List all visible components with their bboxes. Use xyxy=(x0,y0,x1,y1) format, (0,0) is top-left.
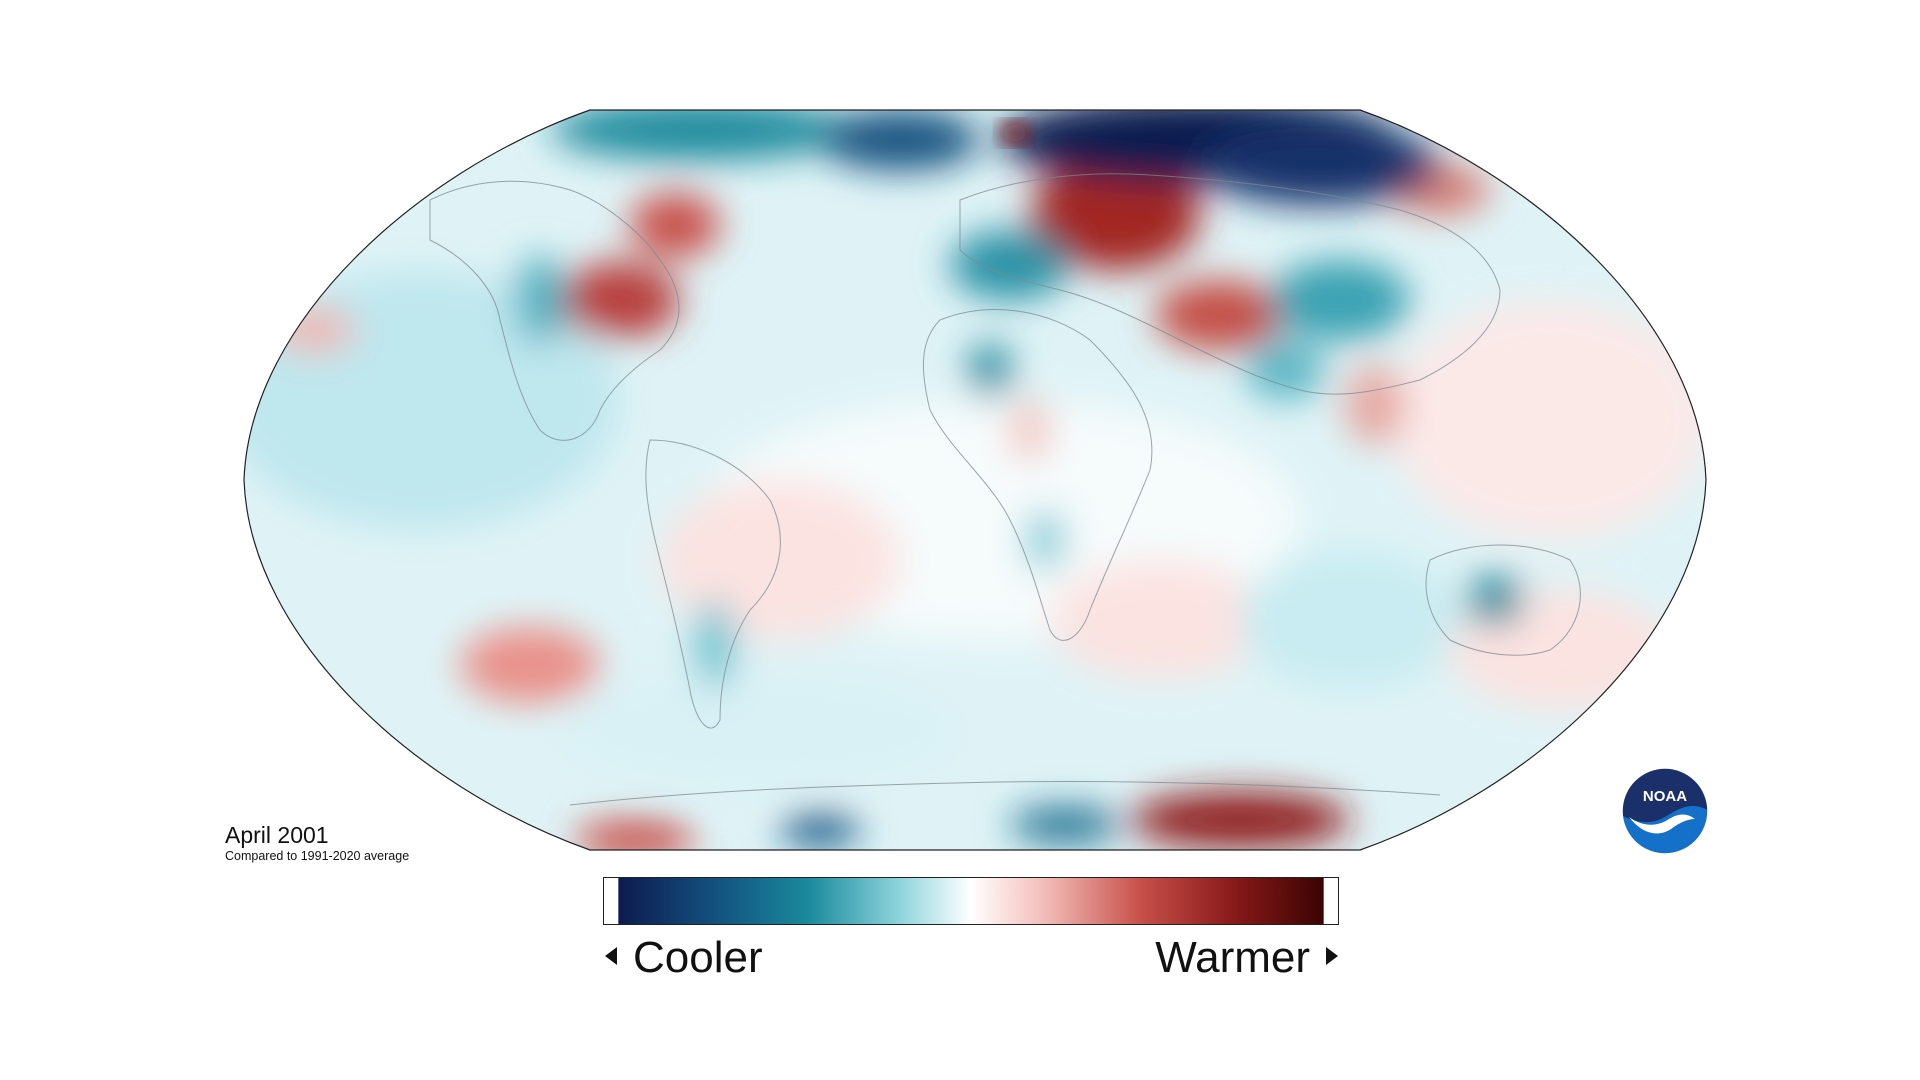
map-caption-baseline: Compared to 1991-2020 average xyxy=(225,849,410,863)
cooler-label: Cooler xyxy=(605,930,763,986)
noaa-logo-text: NOAA xyxy=(1643,788,1687,805)
coastlines xyxy=(429,173,1581,806)
map-caption-date: April 2001 xyxy=(225,822,329,848)
anomaly-field xyxy=(244,110,1706,850)
globe-outline xyxy=(243,109,1707,851)
warmer-label-text: Warmer xyxy=(1155,933,1310,982)
warmer-label: Warmer xyxy=(1155,930,1338,986)
color-scale-bar xyxy=(603,877,1339,925)
cooler-label-text: Cooler xyxy=(633,933,763,982)
map-caption: April 2001 Compared to 1991-2020 average xyxy=(225,822,409,864)
noaa-logo-icon: NOAA xyxy=(1621,767,1709,855)
right-triangle-icon xyxy=(1326,947,1338,966)
left-triangle-icon xyxy=(605,947,617,966)
